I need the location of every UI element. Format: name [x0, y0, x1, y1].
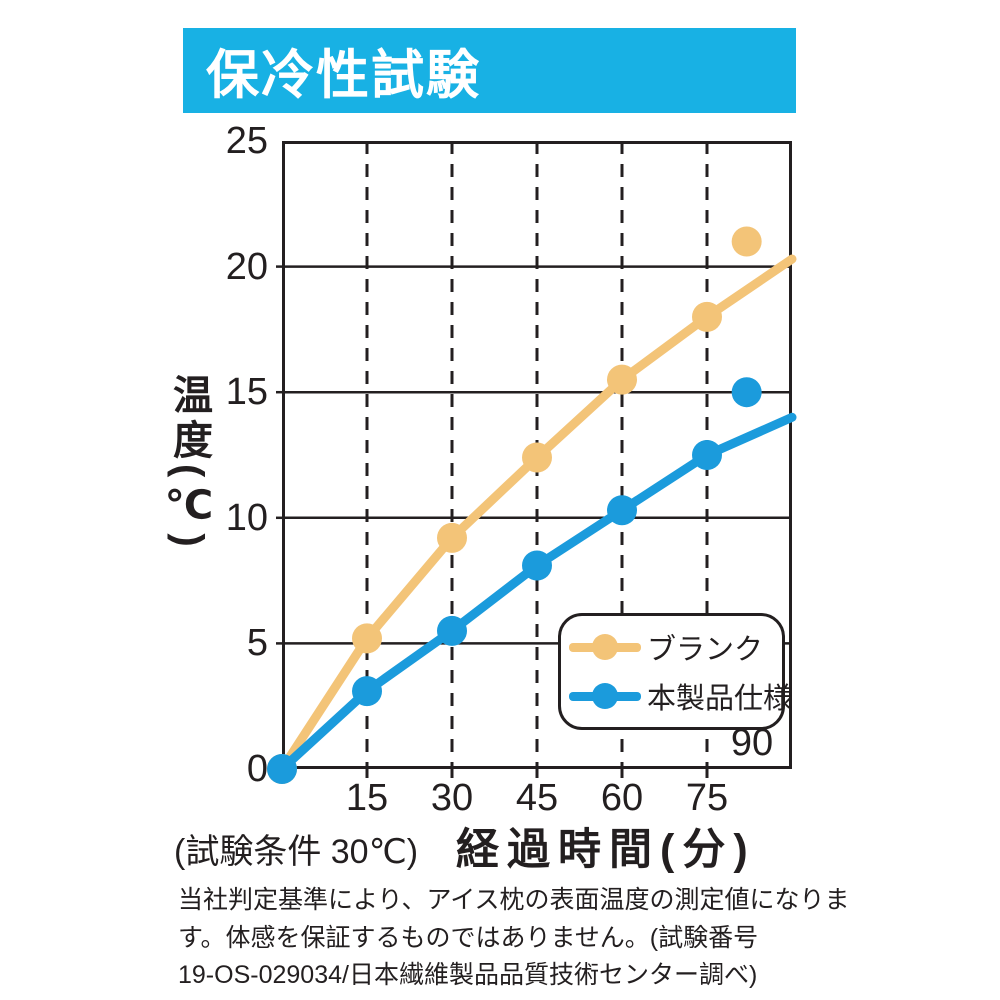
- y-tick-label: 0: [246, 748, 268, 790]
- x-tick-label: 60: [600, 777, 644, 819]
- footnote: 当社判定基準により、アイス枕の表面温度の測定値になりま す。体感を保証するもので…: [178, 882, 858, 995]
- data-point: [692, 440, 722, 470]
- data-point: [692, 301, 722, 332]
- x-axis-title: 経過時間(分): [456, 826, 756, 874]
- legend: ブランク 本製品仕様: [558, 613, 792, 730]
- floating-data-point: [731, 226, 762, 257]
- legend-marker-icon: [569, 633, 641, 660]
- data-point: [607, 495, 637, 526]
- data-point: [267, 754, 297, 784]
- x-tick-label: 15: [345, 777, 389, 819]
- data-point: [607, 364, 637, 395]
- legend-item: 本製品仕様: [569, 675, 792, 717]
- footnote-line: す。体感を保証するものではありません。(試験番号: [178, 923, 759, 952]
- chart-plot: [267, 141, 797, 784]
- data-point: [352, 676, 382, 707]
- plot-border: [282, 141, 792, 769]
- condition-note: (試験条件 30℃): [174, 833, 419, 871]
- data-point: [352, 623, 382, 654]
- floating-data-point: [731, 377, 762, 408]
- data-point: [437, 522, 467, 553]
- legend-marker-icon: [569, 683, 641, 710]
- y-tick-label: 10: [225, 496, 268, 539]
- data-point: [522, 550, 552, 581]
- data-point: [522, 442, 552, 473]
- legend-label: ブランク: [647, 633, 764, 666]
- footnote-line: 19-OS-029034/日本繊維製品品質技術センター調べ): [178, 961, 758, 989]
- legend-item: ブランク: [569, 626, 782, 668]
- y-tick-label: 25: [225, 120, 268, 162]
- x-tick-label: 45: [515, 777, 559, 819]
- chart-svg: [267, 141, 797, 784]
- y-axis-title: 温度(℃): [167, 374, 211, 552]
- legend-label: 本製品仕様: [647, 683, 793, 716]
- x-tick-label: 75: [685, 777, 729, 819]
- data-point: [437, 615, 467, 646]
- y-tick-label: 20: [225, 245, 268, 288]
- page-title: 保冷性試験: [206, 45, 481, 105]
- footnote-line: 当社判定基準により、アイス枕の表面温度の測定値になりま: [178, 886, 850, 914]
- y-tick-label: 15: [225, 371, 268, 414]
- y-tick-label: 5: [246, 622, 268, 665]
- title-banner: 保冷性試験: [183, 28, 796, 113]
- x-tick-label: 30: [430, 777, 474, 819]
